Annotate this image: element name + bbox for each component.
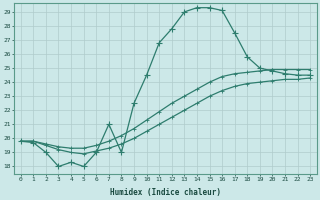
X-axis label: Humidex (Indice chaleur): Humidex (Indice chaleur) (110, 188, 221, 197)
